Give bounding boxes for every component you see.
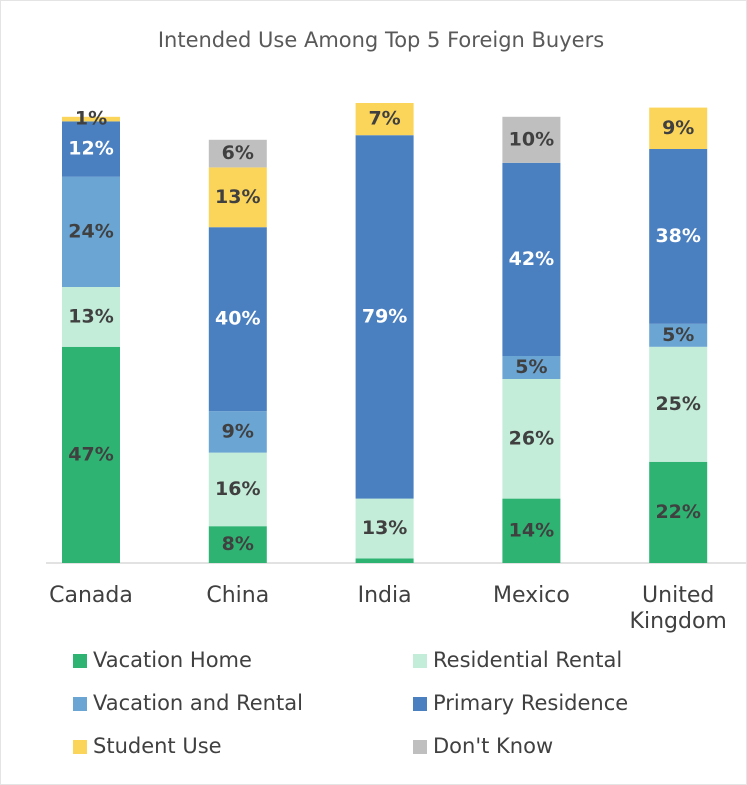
data-label: 14% <box>509 519 554 541</box>
legend-swatch <box>73 654 87 668</box>
bar-segment <box>355 103 414 136</box>
data-label: 79% <box>362 305 407 327</box>
x-tick-label: India <box>357 583 412 608</box>
bar-segment <box>502 498 561 563</box>
legend-swatch <box>73 740 87 754</box>
data-label: 13% <box>68 305 113 327</box>
legend-swatch <box>413 654 427 668</box>
bar-segment <box>355 558 414 563</box>
bar-segment <box>502 379 561 499</box>
data-label: 42% <box>509 248 554 270</box>
legend-label: Vacation and Rental <box>93 691 303 715</box>
legend-swatch <box>73 697 87 711</box>
bar-segment <box>649 107 708 149</box>
data-label: 10% <box>509 128 554 150</box>
bar-segment <box>62 121 120 177</box>
legend-label: Vacation Home <box>93 648 252 672</box>
bar-segment <box>355 135 414 499</box>
data-label: 1% <box>75 108 107 130</box>
data-label: 26% <box>509 427 554 449</box>
bar-segment <box>649 149 708 324</box>
data-label: 38% <box>655 225 700 247</box>
legend-label: Student Use <box>93 734 222 758</box>
legend-swatch <box>413 697 427 711</box>
bar-segment <box>502 356 561 379</box>
legend-label: Primary Residence <box>433 691 628 715</box>
data-label: 13% <box>215 186 260 208</box>
x-tick-label: United Kingdom <box>629 583 727 634</box>
chart-title: Intended Use Among Top 5 Foreign Buyers <box>158 28 604 52</box>
x-tick-label: China <box>206 583 270 608</box>
bar-segment <box>649 323 708 347</box>
data-label: 13% <box>362 517 407 539</box>
legend-swatch <box>413 740 427 754</box>
bar-segment <box>649 461 708 563</box>
bar-segment <box>502 116 561 163</box>
bar-segment <box>502 162 561 356</box>
bar-segment <box>62 346 120 563</box>
data-label: 9% <box>662 117 694 139</box>
data-label: 12% <box>68 138 113 160</box>
x-tick-label: Mexico <box>492 583 570 608</box>
data-label: 25% <box>655 393 700 415</box>
bar-segment <box>62 287 120 347</box>
data-label: 16% <box>215 478 260 500</box>
bar-segment <box>208 526 267 563</box>
bar-segment <box>62 116 120 122</box>
data-label: 8% <box>222 533 254 555</box>
bar-segment <box>62 176 120 287</box>
bar-segment <box>208 227 267 412</box>
bar-segment <box>208 452 267 527</box>
data-label: 5% <box>662 324 694 346</box>
bar-segment <box>208 167 267 228</box>
data-label: 47% <box>68 443 113 465</box>
data-label: 7% <box>368 108 400 130</box>
legend-label: Residential Rental <box>433 648 622 672</box>
data-label: 24% <box>68 220 113 242</box>
data-label: 40% <box>215 308 260 330</box>
data-label: 5% <box>515 356 547 378</box>
data-label: 22% <box>655 501 700 523</box>
data-label: 9% <box>222 420 254 442</box>
bar-segment <box>649 346 708 462</box>
legend-label: Don't Know <box>433 734 553 758</box>
data-label: 6% <box>222 142 254 164</box>
bar-segment <box>355 498 414 559</box>
bar-segment <box>208 139 267 168</box>
x-tick-label: Canada <box>49 583 133 608</box>
bar-segment <box>208 411 267 453</box>
